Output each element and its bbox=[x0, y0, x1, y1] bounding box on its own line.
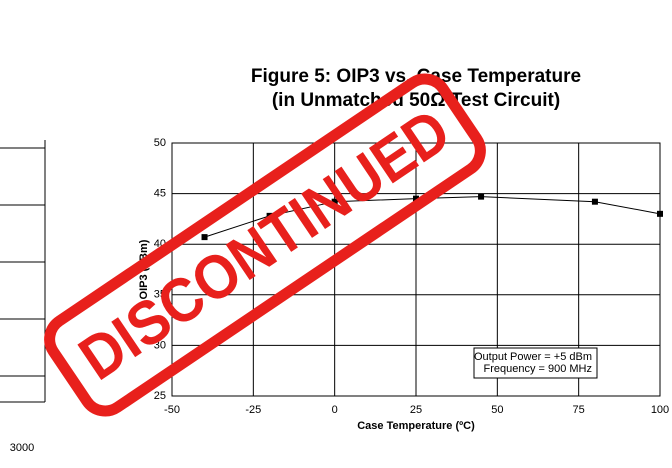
annotation: Output Power = +5 dBm bbox=[474, 351, 592, 363]
stamp: DISCONTINUED bbox=[41, 70, 489, 419]
x-tick-label: -50 bbox=[164, 404, 180, 416]
y-tick-label: 45 bbox=[154, 188, 166, 200]
annotation: Frequency = 900 MHz bbox=[483, 363, 592, 375]
x-tick-label: 25 bbox=[410, 404, 422, 416]
stamp-text: DISCONTINUED bbox=[67, 96, 462, 394]
x-axis-label: Case Temperature (ºC) bbox=[357, 420, 475, 432]
x-tick-label: 100 bbox=[651, 404, 669, 416]
x-tick-label: 0 bbox=[332, 404, 338, 416]
x-tick-label: 75 bbox=[573, 404, 585, 416]
x-tick-label: -25 bbox=[245, 404, 261, 416]
x-tick-label: 50 bbox=[491, 404, 503, 416]
data-point bbox=[657, 211, 663, 217]
data-point bbox=[478, 194, 484, 200]
cropped-chart bbox=[0, 140, 45, 402]
data-point bbox=[592, 199, 598, 205]
page: 3000Figure 5: OIP3 vs. Case Temperature(… bbox=[0, 0, 672, 468]
data-point bbox=[202, 234, 208, 240]
y-tick-label: 50 bbox=[154, 137, 166, 149]
cropped-tick-label: 3000 bbox=[10, 442, 34, 454]
y-tick-label: 25 bbox=[154, 390, 166, 402]
